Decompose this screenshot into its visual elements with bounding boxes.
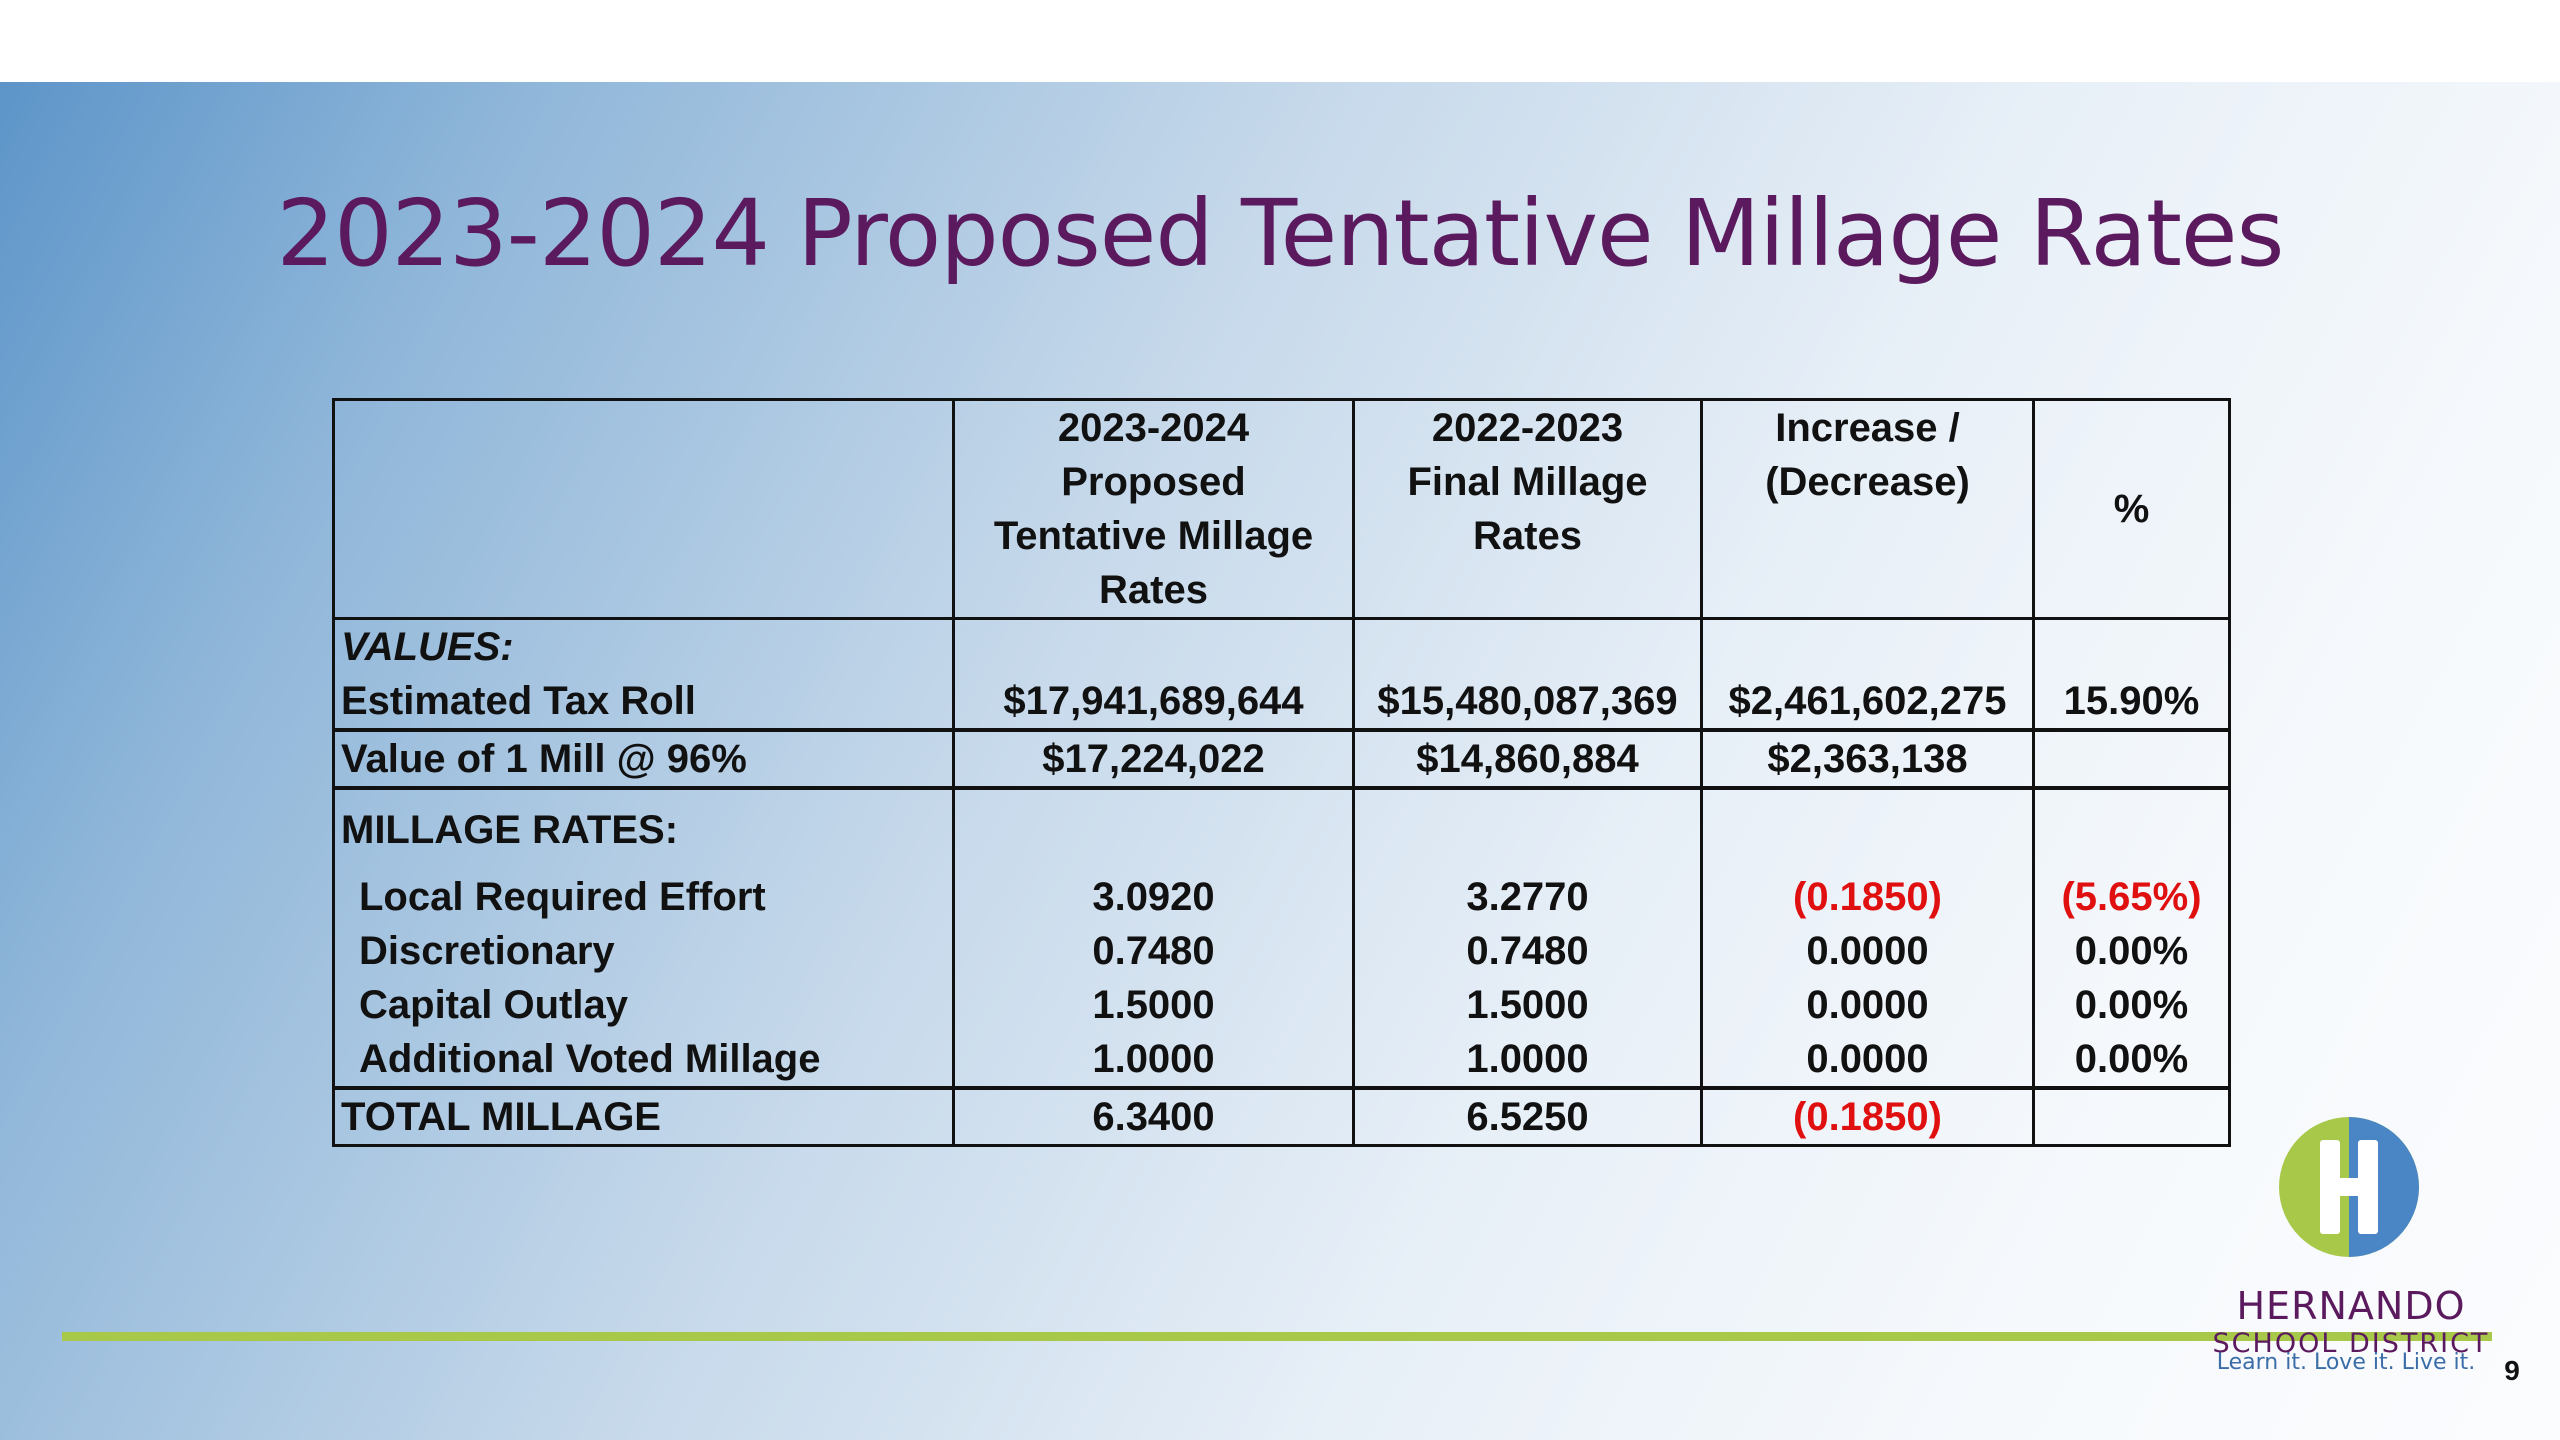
millage-rates-table: 2023-2024 Proposed Tentative Millage Rat…: [332, 398, 2231, 1147]
row-label-text: Local Required Effort: [359, 875, 766, 919]
tax-roll-label: Estimated Tax Roll: [332, 674, 955, 732]
row-percent: 0.00%: [2032, 924, 2231, 978]
tax-roll-change: $2,461,602,275: [1700, 674, 2035, 732]
row-label: Additional Voted Millage: [332, 1032, 955, 1088]
mill-value-proposed: $17,224,022: [952, 730, 1355, 790]
header-proposed-line: Tentative Millage: [993, 514, 1314, 558]
row-final: 3.2770: [1352, 870, 1703, 924]
row-final: 1.5000: [1352, 978, 1703, 1032]
empty-cell: [952, 788, 1355, 870]
tax-roll-percent: 15.90%: [2032, 674, 2231, 732]
row-percent: 0.00%: [2032, 978, 2231, 1032]
empty-cell: [1352, 618, 1703, 674]
row-percent: 0.00%: [2032, 1032, 2231, 1088]
empty-cell: [2032, 618, 2231, 674]
header-percent: %: [2032, 398, 2231, 620]
row-label-text: Discretionary: [359, 929, 615, 973]
row-label-text: Capital Outlay: [359, 983, 628, 1027]
table-row: Local Required Effort 3.0920 3.2770 (0.1…: [332, 870, 2231, 924]
mill-value-final: $14,860,884: [1352, 730, 1703, 790]
mill-value-percent: [2032, 730, 2231, 790]
header-final: 2022-2023 Final Millage Rates: [1352, 398, 1703, 620]
row-proposed: 3.0920: [952, 870, 1355, 924]
row-final: 0.7480: [1352, 924, 1703, 978]
row-label-text: Additional Voted Millage: [359, 1037, 821, 1081]
total-proposed: 6.3400: [952, 1086, 1355, 1147]
tax-roll-final: $15,480,087,369: [1352, 674, 1703, 732]
accent-divider: [62, 1332, 2492, 1341]
total-percent: [2032, 1086, 2231, 1147]
row-final: 1.0000: [1352, 1032, 1703, 1088]
table-row: Additional Voted Millage 1.0000 1.0000 0…: [332, 1032, 2231, 1088]
tax-roll-row: Estimated Tax Roll $17,941,689,644 $15,4…: [332, 674, 2231, 732]
row-label: Local Required Effort: [332, 870, 955, 924]
header-proposed-line: Proposed: [1061, 460, 1246, 504]
mill-value-change: $2,363,138: [1700, 730, 2035, 790]
empty-cell: [1700, 788, 2035, 870]
row-change: (0.1850): [1700, 870, 2035, 924]
row-change: 0.0000: [1700, 924, 2035, 978]
header-proposed-line: Rates: [1099, 568, 1208, 612]
header-empty: [332, 398, 955, 620]
header-final-line: Rates: [1473, 514, 1582, 558]
row-proposed: 1.5000: [952, 978, 1355, 1032]
header-change-line: (Decrease): [1765, 460, 1970, 504]
millage-section-label: MILLAGE RATES:: [332, 788, 955, 870]
total-row: TOTAL MILLAGE 6.3400 6.5250 (0.1850): [332, 1086, 2231, 1147]
header-change-line: Increase /: [1775, 406, 1960, 450]
header-final-line: 2022-2023: [1431, 406, 1624, 450]
empty-cell: [952, 618, 1355, 674]
mill-value-label: Value of 1 Mill @ 96%: [332, 730, 955, 790]
header-proposed: 2023-2024 Proposed Tentative Millage Rat…: [952, 398, 1355, 620]
header-proposed-line: 2023-2024: [1057, 406, 1250, 450]
h-logo-icon: [2279, 1117, 2419, 1257]
slide: 2023-2024 Proposed Tentative Millage Rat…: [0, 82, 2560, 1440]
values-section-label: VALUES:: [332, 618, 955, 674]
table-header-row: 2023-2024 Proposed Tentative Millage Rat…: [332, 398, 2231, 620]
header-final-line: Final Millage: [1407, 460, 1648, 504]
row-change: 0.0000: [1700, 978, 2035, 1032]
row-proposed: 0.7480: [952, 924, 1355, 978]
row-percent: (5.65%): [2032, 870, 2231, 924]
empty-cell: [2032, 788, 2231, 870]
empty-cell: [1352, 788, 1703, 870]
logo-name: HERNANDO: [2236, 1284, 2466, 1328]
row-label: Capital Outlay: [332, 978, 955, 1032]
total-final: 6.5250: [1352, 1086, 1703, 1147]
table-row: Capital Outlay 1.5000 1.5000 0.0000 0.00…: [332, 978, 2231, 1032]
header-change: Increase / (Decrease): [1700, 398, 2035, 620]
total-label: TOTAL MILLAGE: [332, 1086, 955, 1147]
total-change: (0.1850): [1700, 1086, 2035, 1147]
table-row: Discretionary 0.7480 0.7480 0.0000 0.00%: [332, 924, 2231, 978]
page-number: 9: [2504, 1355, 2520, 1386]
millage-section-row: MILLAGE RATES:: [332, 788, 2231, 870]
row-proposed: 1.0000: [952, 1032, 1355, 1088]
logo-subtitle: SCHOOL DISTRICT: [2212, 1328, 2490, 1359]
row-label: Discretionary: [332, 924, 955, 978]
district-logo: HERNANDO SCHOOL DISTRICT: [2186, 1112, 2516, 1412]
row-change: 0.0000: [1700, 1032, 2035, 1088]
logo-tagline: Learn it. Love it. Live it.: [2216, 1350, 2476, 1375]
values-section-row: VALUES:: [332, 618, 2231, 674]
empty-cell: [1700, 618, 2035, 674]
mill-value-row: Value of 1 Mill @ 96% $17,224,022 $14,86…: [332, 730, 2231, 790]
tax-roll-proposed: $17,941,689,644: [952, 674, 1355, 732]
slide-title: 2023-2024 Proposed Tentative Millage Rat…: [276, 180, 2285, 287]
